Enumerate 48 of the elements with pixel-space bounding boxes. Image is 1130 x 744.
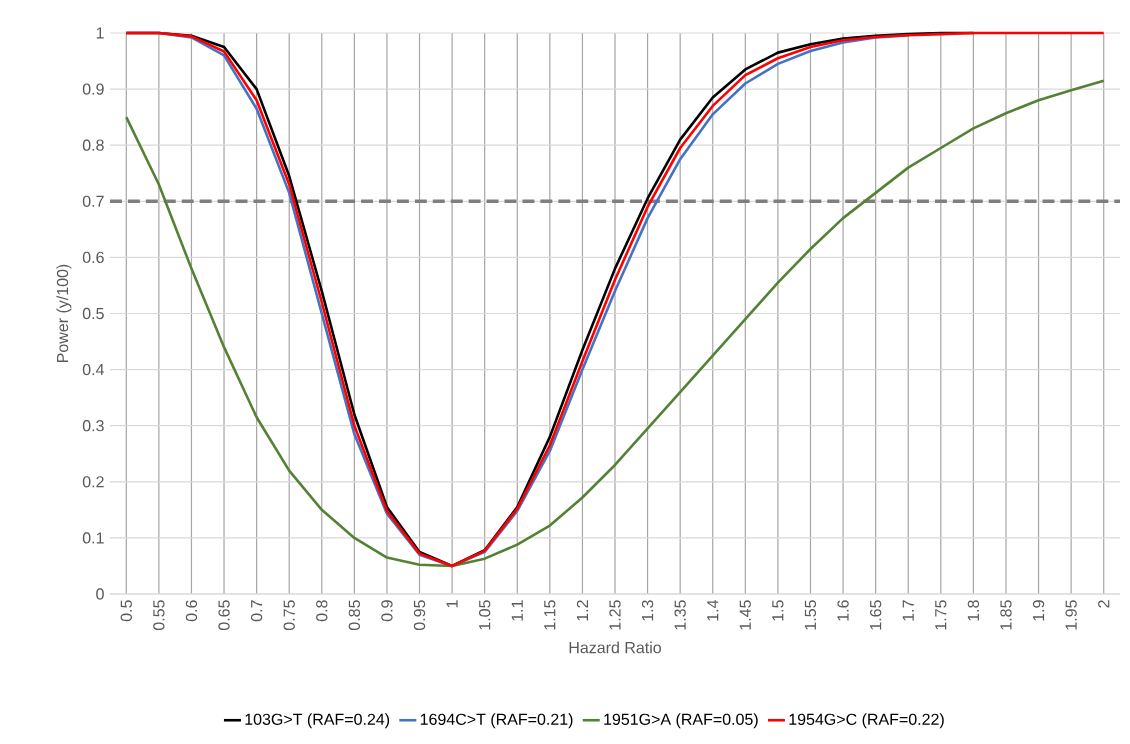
x-tick-label: 1 bbox=[446, 600, 458, 608]
x-tick-label: 0.95 bbox=[413, 600, 426, 631]
x-tick-label: 1.95 bbox=[1065, 600, 1077, 630]
x-tick-label: 0.85 bbox=[348, 600, 361, 631]
x-tick-label: 1.35 bbox=[674, 600, 686, 630]
x-tick-label: 0.9 bbox=[381, 600, 393, 622]
legend-label: 1954G>C (RAF=0.22) bbox=[789, 713, 944, 729]
x-tick-label: 1.6 bbox=[837, 600, 849, 621]
x-tick-label: 0.8 bbox=[316, 600, 328, 622]
x-tick-label: 1.45 bbox=[739, 600, 751, 630]
x-tick-label: 1.8 bbox=[967, 600, 980, 621]
y-axis-title: Power (y/100) bbox=[56, 264, 72, 362]
y-tick-label: 1 bbox=[96, 27, 104, 39]
y-tick-label: 0.8 bbox=[82, 139, 104, 151]
y-tick-label: 0.3 bbox=[82, 420, 104, 432]
y-tick-label: 0.6 bbox=[82, 251, 104, 264]
x-tick-label: 1.85 bbox=[1000, 600, 1012, 630]
x-axis-title: Hazard Ratio bbox=[569, 641, 661, 654]
x-tick-label: 1.65 bbox=[869, 600, 882, 630]
y-tick-label: 0 bbox=[96, 588, 104, 600]
x-tick-label: 0.7 bbox=[250, 600, 263, 622]
x-tick-label: 1.7 bbox=[902, 600, 914, 621]
x-tick-label: 1.4 bbox=[707, 599, 719, 621]
legend-label: 1951G>A (RAF=0.05) bbox=[604, 713, 758, 729]
y-tick-label: 0.1 bbox=[82, 532, 104, 544]
x-tick-label: 1.2 bbox=[576, 600, 589, 621]
x-tick-label: 0.65 bbox=[218, 600, 230, 631]
x-tick-label: 1.25 bbox=[609, 600, 621, 630]
x-tick-label: 1.3 bbox=[641, 600, 654, 621]
legend-label: 103G>T (RAF=0.24) bbox=[245, 713, 390, 729]
x-tick-label: 0.75 bbox=[283, 600, 295, 631]
x-tick-label: 1.05 bbox=[479, 600, 491, 630]
x-tick-label: 2 bbox=[1098, 600, 1110, 608]
y-tick-label: 0.4 bbox=[82, 363, 105, 376]
x-tick-label: 0.6 bbox=[185, 600, 198, 622]
y-tick-label: 0.2 bbox=[82, 476, 104, 488]
y-tick-label: 0.7 bbox=[82, 195, 104, 207]
x-tick-label: 1.75 bbox=[935, 600, 947, 630]
x-tick-label: 1.5 bbox=[772, 600, 784, 621]
x-tick-label: 0.5 bbox=[120, 600, 132, 622]
legend-label: 1694C>T (RAF=0.21) bbox=[420, 713, 573, 729]
x-tick-label: 0.55 bbox=[153, 600, 165, 631]
x-tick-label: 1.15 bbox=[544, 600, 556, 630]
y-tick-label: 0.5 bbox=[82, 307, 104, 320]
x-tick-label: 1.1 bbox=[511, 600, 523, 621]
x-tick-label: 1.9 bbox=[1032, 600, 1045, 621]
x-tick-label: 1.55 bbox=[804, 600, 817, 630]
y-tick-label: 0.9 bbox=[82, 83, 104, 95]
